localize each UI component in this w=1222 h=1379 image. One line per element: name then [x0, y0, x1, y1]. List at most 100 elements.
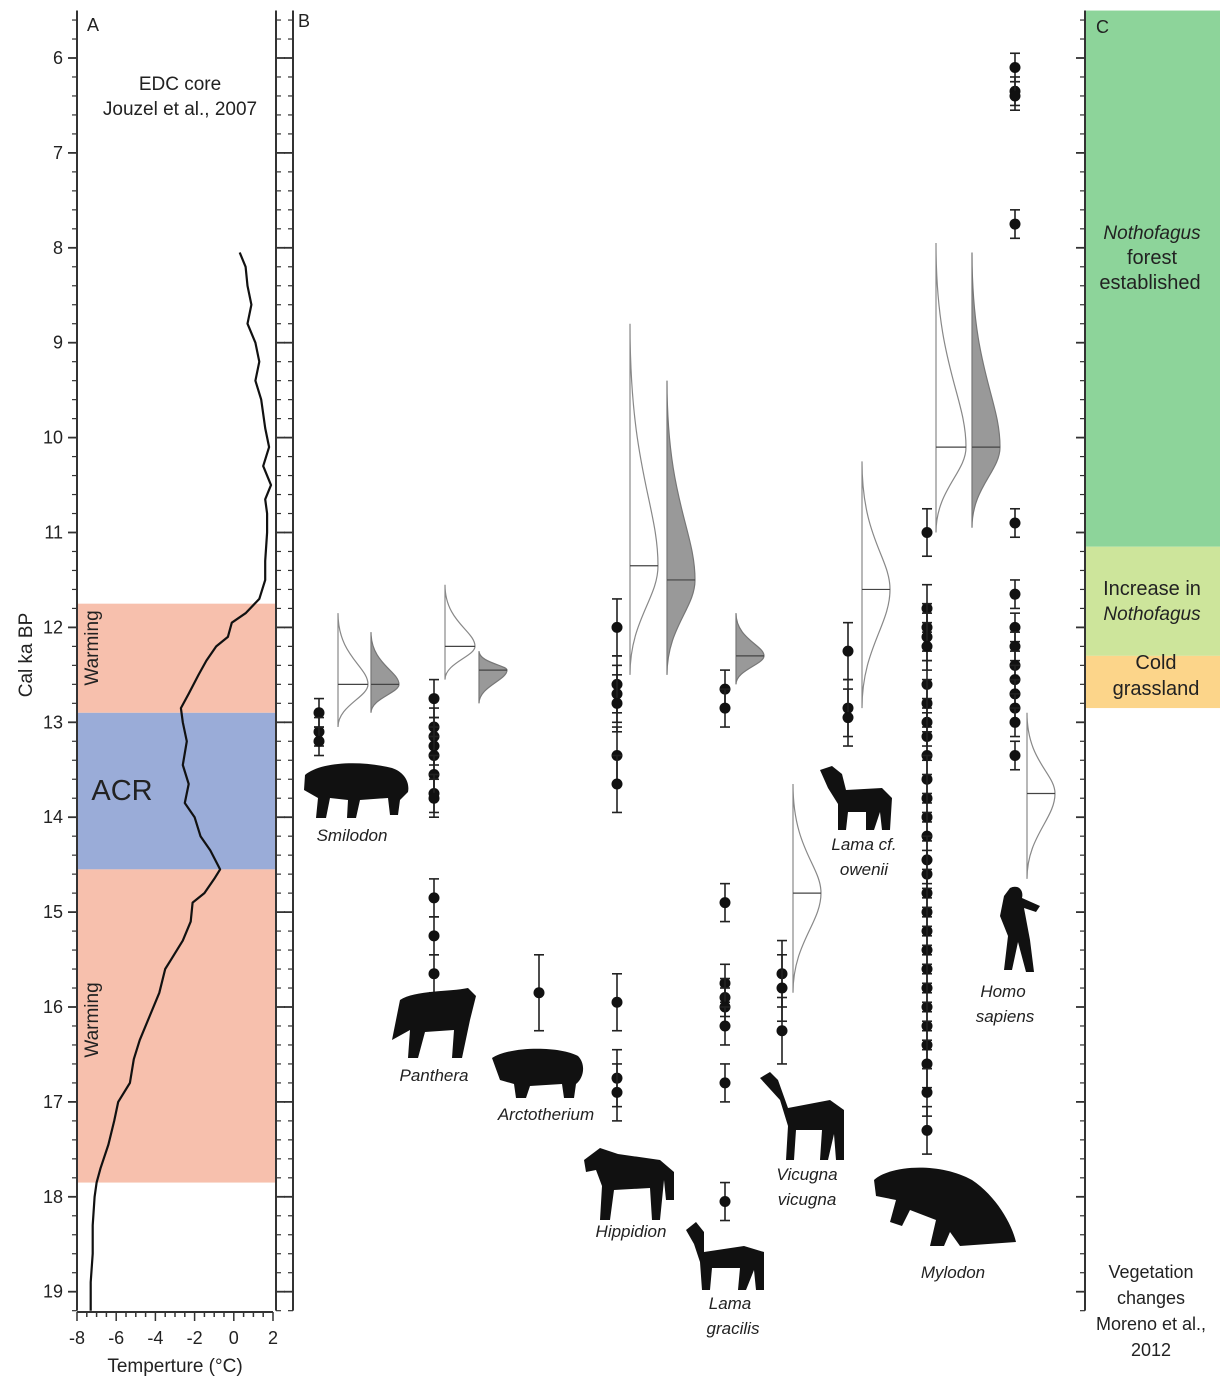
date-point-lama-gracilis	[719, 702, 731, 714]
band-label-warming-top: Warming	[82, 610, 103, 685]
y-tick-label: 11	[44, 523, 63, 543]
zone-1	[1086, 546, 1220, 656]
y-tick-label: 15	[43, 902, 63, 922]
date-point-homo-sapiens	[1009, 716, 1021, 728]
taxon-label-vicugna-2: vicugna	[778, 1190, 837, 1209]
date-point-panthera	[428, 693, 440, 705]
taxon-label-hippidion: Hippidion	[596, 1222, 667, 1241]
date-point-panthera	[428, 892, 440, 904]
density-mylodon	[935, 243, 967, 533]
ground-sloth-icon	[874, 1167, 1016, 1246]
band-0	[77, 603, 276, 713]
temperature-axis: -8 -6 -4 -2 0 2	[69, 1311, 278, 1348]
source-label-a-2: Jouzel et al., 2007	[103, 99, 257, 120]
zone-label-forest-3: established	[1099, 272, 1200, 294]
source-label-c-3: Moreno et al.,	[1096, 1314, 1206, 1334]
density-homo-sapiens	[1026, 712, 1056, 879]
source-label-c-1: Vegetation	[1108, 1262, 1193, 1282]
y-tick-label: 9	[53, 333, 63, 353]
date-point-homo-sapiens	[1009, 640, 1021, 652]
band-label-warming-bottom: Warming	[82, 982, 103, 1057]
date-point-homo-sapiens	[1009, 750, 1021, 762]
source-label-c-4: 2012	[1131, 1340, 1171, 1360]
zone-label-forest-1: Nothofagus	[1103, 223, 1201, 244]
taxon-label-lama-gracilis-1: Lama	[709, 1294, 752, 1313]
taxon-label-lama-owenii-2: owenii	[840, 860, 889, 879]
y-axis-title: Cal ka BP	[16, 613, 37, 697]
x-tick-label: -6	[108, 1328, 124, 1348]
zone-2	[1086, 655, 1220, 709]
vicuna-icon	[760, 1072, 844, 1160]
y-tick-label: 14	[43, 807, 63, 827]
taxon-label-smilodon: Smilodon	[317, 826, 388, 845]
panel-label-a: A	[87, 15, 99, 35]
date-point-lama-cf-owenii	[842, 712, 854, 724]
taxon-label-lama-gracilis-2: gracilis	[707, 1319, 760, 1338]
y-tick-label: 13	[43, 712, 63, 732]
x-tick-label: -4	[147, 1328, 163, 1348]
date-point-lama-gracilis	[719, 1077, 731, 1089]
density-curves	[337, 243, 1056, 993]
panel-label-c: C	[1096, 17, 1109, 37]
jaguar-icon	[392, 988, 476, 1058]
density-panthera	[444, 584, 476, 680]
date-point-mylodon	[921, 1086, 933, 1098]
guanaco-icon	[686, 1222, 764, 1290]
date-point-homo-sapiens	[1009, 517, 1021, 529]
y-tick-label: 16	[43, 997, 63, 1017]
density-smilodon	[337, 613, 369, 728]
y-tick-label: 17	[43, 1092, 63, 1112]
band-1	[77, 712, 276, 870]
date-point-homo-sapiens	[1009, 621, 1021, 633]
density-lama-cf-owenii	[861, 461, 891, 709]
climate-bands	[77, 603, 276, 1183]
date-point-panthera	[428, 792, 440, 804]
date-point-panthera	[428, 968, 440, 980]
zone-label-increase-1: Increase in	[1103, 578, 1201, 600]
x-tick-label: -2	[187, 1328, 203, 1348]
date-point-smilodon	[313, 735, 325, 747]
x-tick-label: 2	[268, 1328, 278, 1348]
y-tick-label: 19	[43, 1282, 63, 1302]
taxon-label-arctotherium: Arctotherium	[497, 1105, 594, 1124]
zone-0	[1086, 10, 1220, 547]
band-2	[77, 869, 276, 1183]
y-tick-label: 10	[43, 428, 63, 448]
llama-icon	[820, 766, 892, 830]
density-smilodon	[370, 632, 400, 713]
taxon-label-homo-2: sapiens	[976, 1007, 1035, 1026]
sabertooth-cat-icon	[304, 763, 409, 818]
y-tick-label: 18	[43, 1187, 63, 1207]
x-axis-title: Temperture (°C)	[107, 1356, 242, 1377]
density-vicugna-vicugna	[792, 783, 822, 993]
taxon-label-panthera: Panthera	[400, 1066, 469, 1085]
y-tick-label: 8	[53, 238, 63, 258]
source-label-c-2: changes	[1117, 1288, 1185, 1308]
y-tick-label: 12	[43, 617, 63, 637]
density-panthera	[478, 650, 508, 704]
date-point-mylodon	[921, 1058, 933, 1070]
axis-b-left	[284, 10, 294, 1312]
y-tick-label: 6	[53, 48, 63, 68]
radiocarbon-dates	[313, 52, 1021, 1222]
human-icon	[1000, 886, 1040, 972]
date-point-arctotherium	[533, 987, 545, 999]
date-point-vicugna-vicugna	[776, 1025, 788, 1037]
source-label-a-1: EDC core	[139, 74, 221, 95]
date-point-homo-sapiens	[1009, 218, 1021, 230]
zone-label-forest-2: forest	[1127, 247, 1177, 269]
date-point-lama-gracilis	[719, 1196, 731, 1208]
date-point-lama-cf-owenii	[842, 645, 854, 657]
date-point-lama-gracilis	[719, 897, 731, 909]
axis-a-left: 6 7 8 9 10 11 12 13 14 15 16 17 18 19	[43, 10, 285, 1312]
y-tick-label: 7	[53, 143, 63, 163]
zone-label-increase-2: Nothofagus	[1103, 604, 1201, 625]
density-lama-gracilis	[735, 613, 765, 685]
date-point-homo-sapiens	[1009, 61, 1021, 73]
date-point-hippidion	[611, 621, 623, 633]
taxa-silhouettes	[304, 763, 1040, 1290]
date-point-mylodon	[921, 640, 933, 652]
taxon-label-homo-1: Homo	[980, 982, 1025, 1001]
date-point-hippidion	[611, 1086, 623, 1098]
